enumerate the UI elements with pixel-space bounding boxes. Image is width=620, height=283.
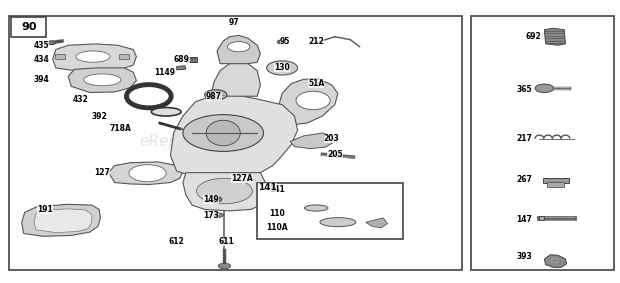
Polygon shape [544,255,567,267]
Text: 394: 394 [33,75,50,84]
Bar [471,16,614,270]
Text: 141: 141 [259,183,277,192]
Bar [119,54,129,59]
Text: 110A: 110A [267,223,288,232]
Bar [9,16,462,270]
Text: 127A: 127A [231,174,253,183]
Text: 689: 689 [174,55,190,64]
Circle shape [267,61,298,75]
Text: 173: 173 [203,211,219,220]
Circle shape [213,213,223,217]
Text: 392: 392 [91,112,107,121]
Ellipse shape [296,91,330,110]
Circle shape [276,65,288,71]
Polygon shape [290,133,335,149]
Text: 267: 267 [516,175,532,184]
Bar [55,54,65,59]
Polygon shape [366,218,388,228]
Text: 217: 217 [516,134,532,143]
Text: 434: 434 [33,55,50,64]
Circle shape [47,41,56,45]
Bar [539,216,544,220]
Text: 212: 212 [308,37,324,46]
Text: 987: 987 [206,92,222,101]
Polygon shape [68,68,136,93]
Circle shape [197,178,252,204]
Text: eReplacementParts.com: eReplacementParts.com [139,134,326,149]
Polygon shape [108,162,183,185]
Ellipse shape [151,108,181,116]
Bar [11,17,46,37]
Text: 149: 149 [203,195,219,204]
Polygon shape [22,204,100,236]
Text: 147: 147 [516,215,532,224]
Polygon shape [211,62,260,96]
Polygon shape [177,66,186,70]
Text: 365: 365 [516,85,532,94]
Polygon shape [217,35,260,64]
Circle shape [218,263,231,269]
Polygon shape [183,173,265,211]
Text: 611: 611 [218,237,234,246]
Text: 97: 97 [229,18,240,27]
Text: 718A: 718A [110,124,132,133]
Text: 612: 612 [169,237,185,246]
Ellipse shape [76,51,110,62]
Ellipse shape [206,120,241,146]
Polygon shape [170,95,298,178]
Bar [542,178,569,183]
Text: 130: 130 [274,63,290,72]
Ellipse shape [304,205,328,211]
Bar [547,182,564,187]
Circle shape [277,40,286,44]
Ellipse shape [320,218,356,227]
Text: 51A: 51A [308,79,324,88]
Text: 432: 432 [73,95,89,104]
Polygon shape [53,44,136,71]
Circle shape [210,196,222,202]
Text: 95: 95 [280,37,290,46]
Text: 203: 203 [324,134,340,143]
Circle shape [183,115,264,151]
Polygon shape [34,209,92,233]
Text: 205: 205 [327,150,343,159]
Bar [257,183,403,239]
Circle shape [205,90,227,100]
Text: 393: 393 [516,252,532,261]
Text: 141: 141 [269,185,285,194]
Text: 110: 110 [269,209,285,218]
Text: 692: 692 [525,32,541,41]
Text: 127: 127 [94,168,110,177]
Circle shape [228,42,250,52]
Text: 1149: 1149 [154,68,175,77]
Polygon shape [279,79,338,125]
Circle shape [129,165,166,182]
Polygon shape [186,57,197,62]
Text: 90: 90 [21,22,37,32]
Circle shape [535,84,554,93]
Text: 435: 435 [33,41,50,50]
Ellipse shape [84,74,121,86]
Polygon shape [544,28,565,45]
Text: 191: 191 [37,205,53,214]
